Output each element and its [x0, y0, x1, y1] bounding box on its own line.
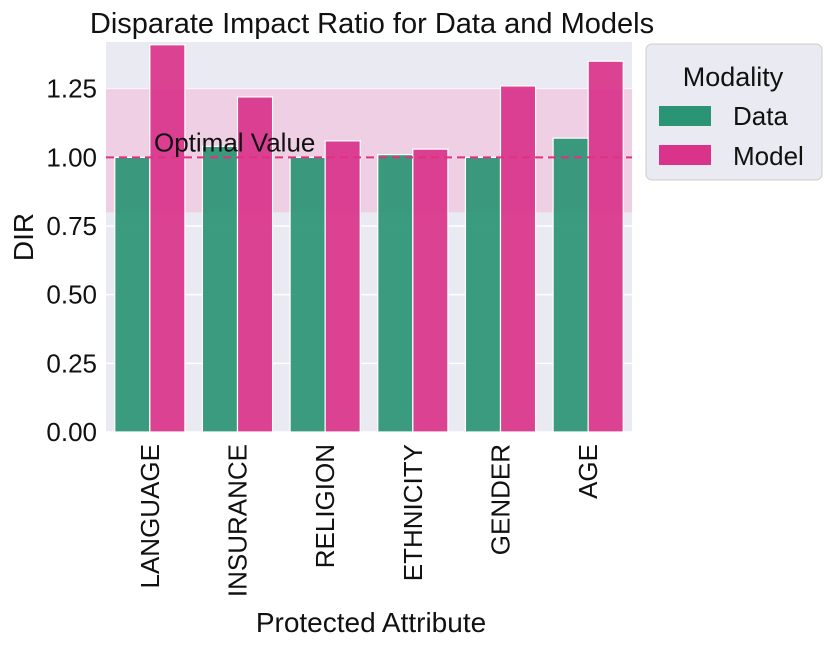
y-tick-label: 0.50 — [46, 280, 97, 310]
bar-model-religion — [324, 140, 361, 433]
optimal-value-label: Optimal Value — [154, 127, 315, 157]
legend-label-data: Data — [733, 101, 788, 131]
x-tick-label: GENDER — [486, 444, 516, 555]
bar-data-gender — [464, 156, 502, 433]
y-tick-label: 0.25 — [46, 348, 97, 378]
bar-data-insurance — [201, 145, 239, 433]
x-tick-label: ETHNICITY — [398, 444, 428, 581]
legend: Modality Data Model — [645, 43, 823, 181]
bar-model-age — [587, 60, 624, 433]
y-tick-label: 0.00 — [46, 417, 97, 447]
bar-model-ethnicity — [412, 148, 449, 433]
bars — [114, 44, 624, 433]
legend-swatch-data — [659, 106, 711, 126]
y-axis-label: DIR — [8, 213, 39, 261]
legend-label-model: Model — [733, 141, 804, 171]
bar-model-gender — [499, 85, 537, 433]
x-tick-label: RELIGION — [310, 444, 340, 568]
chart-title: Disparate Impact Ratio for Data and Mode… — [90, 8, 654, 40]
bar-data-language — [114, 156, 151, 433]
y-axis-ticks: 0.00 0.25 0.50 0.75 1.00 1.25 — [46, 74, 97, 447]
bar-model-language — [149, 44, 186, 433]
legend-swatch-model — [659, 145, 711, 165]
x-axis-ticks: LANGUAGE INSURANCE RELIGION ETHNICITY GENDER… — [135, 444, 603, 597]
acceptable-range-band — [106, 88, 632, 213]
bar-data-religion — [289, 156, 326, 433]
bar-data-ethnicity — [377, 154, 414, 433]
y-tick-label: 1.25 — [46, 74, 97, 104]
bar-model-insurance — [236, 96, 274, 433]
x-tick-label: AGE — [573, 444, 603, 499]
legend-title: Modality — [683, 62, 784, 92]
x-tick-label: LANGUAGE — [135, 444, 165, 589]
bar-data-age — [552, 137, 589, 433]
x-axis-label: Protected Attribute — [256, 607, 486, 638]
y-tick-label: 1.00 — [46, 142, 97, 172]
y-tick-label: 0.75 — [46, 211, 97, 241]
x-tick-label: INSURANCE — [223, 444, 253, 597]
